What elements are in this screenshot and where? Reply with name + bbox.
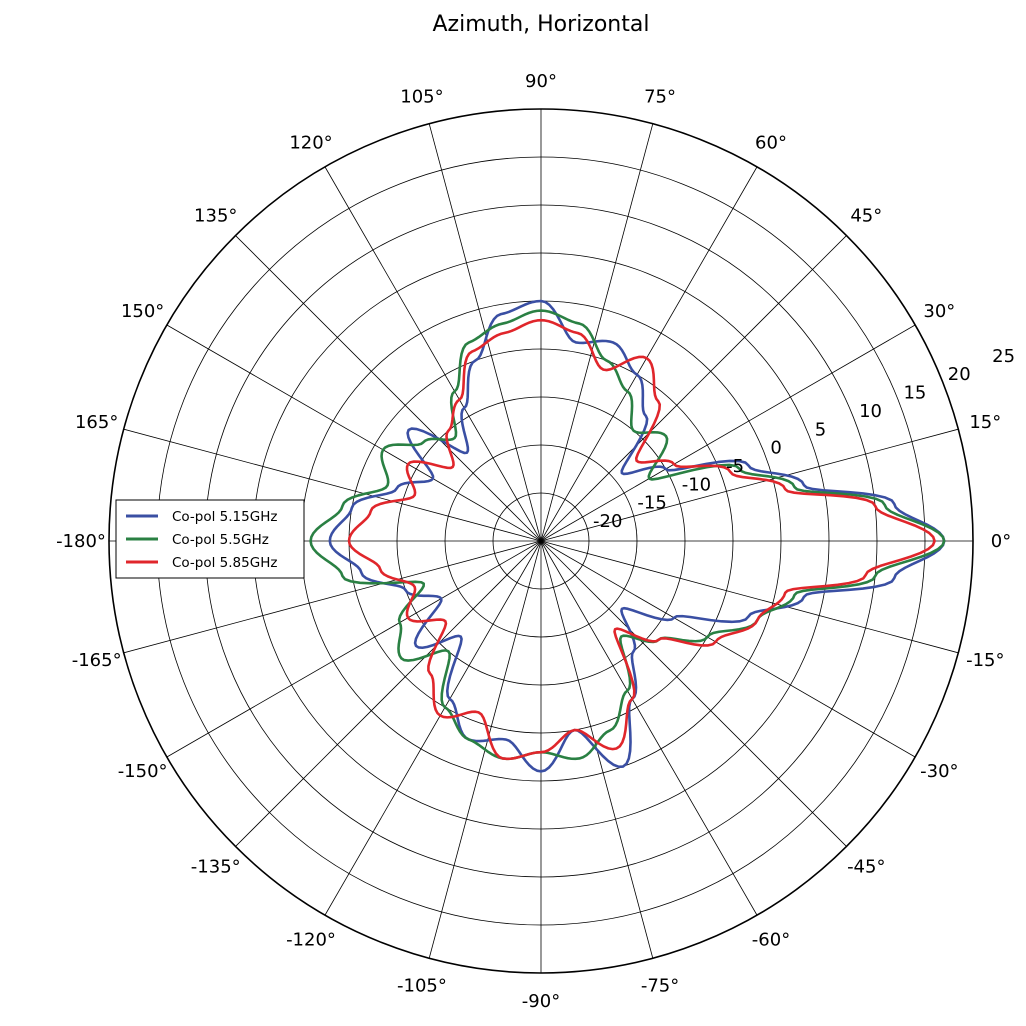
grid-spoke-330 [540,540,916,758]
angle-tick-label: -105° [397,975,447,996]
series-layer [309,299,946,773]
radial-tick-label: -20 [593,511,622,532]
legend-label-3: Co-pol 5.85GHz [172,555,277,571]
angle-tick-label: 150° [121,301,164,322]
angle-tick-label: -60° [752,929,790,950]
angle-tick-labels: 0° 15° 30° 45° 60° 75° 90° 105° 120° 135° 150° 165°… [56,71,1011,1012]
angle-tick-label: 0° [991,531,1011,552]
grid-spoke-240 [324,540,542,916]
grid-spoke-15 [540,428,959,542]
series-line-3 [347,318,936,761]
grid-spoke-60 [540,166,758,542]
angle-tick-label: 45° [850,206,882,227]
legend-label-1: Co-pol 5.15GHz [172,509,277,525]
radial-tick-label: -10 [682,474,711,495]
angle-tick-label: 30° [923,301,955,322]
angle-tick-label: 105° [400,87,443,108]
grid-spoke-165 [123,428,542,542]
grid-spoke-315 [540,540,847,847]
angle-tick-label: 165° [75,412,118,433]
radial-tick-label: 10 [859,401,882,422]
legend: Co-pol 5.15GHz Co-pol 5.5GHz Co-pol 5.85GH… [115,499,305,579]
radial-tick-label: 25 [992,346,1015,367]
angle-tick-label: -15° [966,650,1004,671]
angle-tick-label: 60° [755,133,787,154]
grid-spoke-120 [324,166,542,542]
angle-tick-label: 120° [289,133,332,154]
angle-tick-label: -165° [72,650,122,671]
polar-grid [108,108,974,974]
angle-tick-label: -90° [522,991,560,1012]
chart-title: Azimuth, Horizontal [433,12,650,37]
angle-tick-label: -135° [191,856,241,877]
radial-tick-label: -15 [637,493,666,514]
radial-tick-label: -5 [726,456,744,477]
grid-spoke-135 [235,235,542,542]
angle-tick-label: -180° [56,531,106,552]
angle-tick-label: -45° [847,856,885,877]
legend-label-2: Co-pol 5.5GHz [172,532,269,548]
radial-tick-label: 5 [815,419,826,440]
grid-spoke-300 [540,540,758,916]
grid-spoke-45 [540,235,847,542]
angle-tick-label: 90° [525,71,557,92]
angle-tick-label: -75° [641,975,679,996]
radial-tick-labels: -20 -15 -10 -5 0 5 10 15 20 25 [593,346,1015,532]
grid-spoke-75 [540,123,654,542]
grid-spoke-345 [540,540,959,654]
angle-tick-label: 135° [194,206,237,227]
grid-spoke-210 [166,540,542,758]
angle-tick-label: 75° [644,87,676,108]
radial-tick-label: 20 [948,364,971,385]
angle-tick-label: -150° [118,761,168,782]
grid-spoke-195 [123,540,542,654]
angle-tick-label: -120° [286,929,336,950]
grid-spoke-30 [540,324,916,542]
grid-spoke-150 [166,324,542,542]
series-line-2 [309,309,946,761]
radial-tick-label: 15 [903,383,926,404]
angle-tick-label: 15° [969,412,1001,433]
angle-tick-label: -30° [920,761,958,782]
radial-tick-label: 0 [770,438,781,459]
grid-spoke-225 [235,540,542,847]
